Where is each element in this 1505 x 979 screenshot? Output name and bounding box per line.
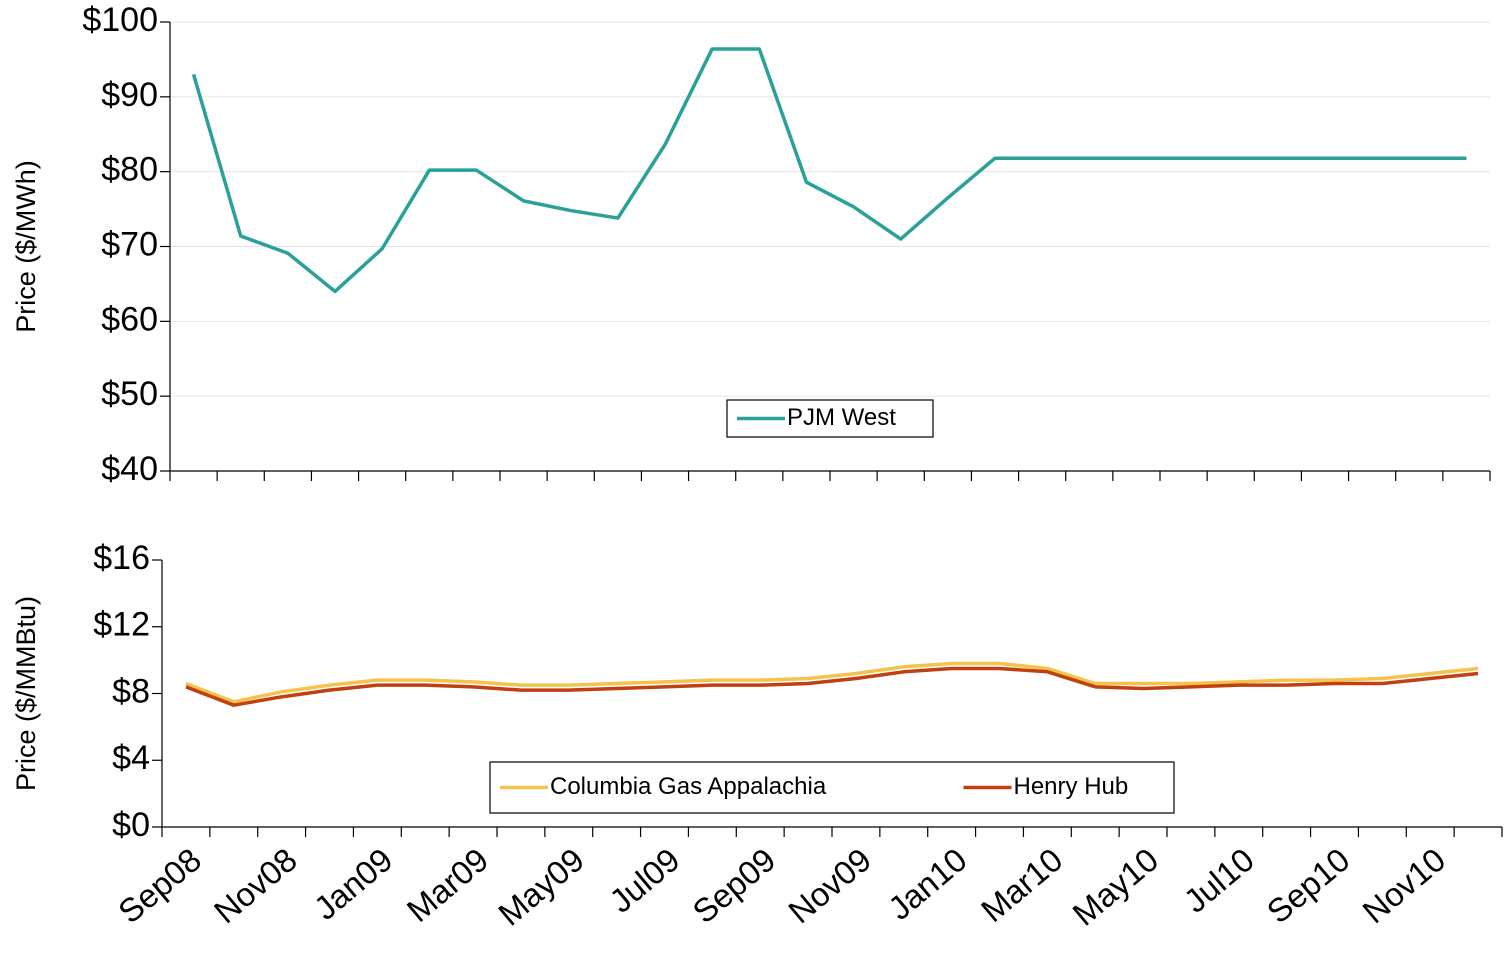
x-tick-label: Mar10 [974, 841, 1069, 929]
x-tick-label: Jul10 [1177, 841, 1261, 920]
y-tick-label: $70 [101, 225, 158, 263]
y-tick-label: $80 [101, 151, 158, 189]
line [185, 666, 1479, 707]
x-tick-label: Nov08 [207, 841, 304, 931]
y-tick-label: $16 [93, 539, 150, 577]
x-tick-label: Jan09 [307, 841, 400, 927]
y-tick-label: $0 [112, 806, 150, 844]
x-tick-label: Sep08 [111, 841, 208, 931]
y-tick-label: $8 [112, 672, 150, 710]
y-tick-label: $60 [101, 300, 158, 338]
legend-box [489, 761, 1175, 814]
y-tick-label: $12 [93, 606, 150, 644]
y-tick-label: $40 [101, 450, 158, 488]
legend-label: PJM West [787, 404, 896, 431]
legend-label: Henry Hub [1014, 773, 1129, 800]
x-tick-label: May09 [491, 841, 591, 933]
y-tick-label: $90 [101, 76, 158, 114]
y-tick-label: $100 [82, 1, 158, 39]
y-tick-label: $4 [112, 739, 150, 777]
y-axis-title: Price ($/MMBtu) [11, 596, 41, 791]
x-tick-label: Mar09 [400, 841, 495, 929]
x-tick-label: May10 [1066, 841, 1166, 933]
x-tick-label: Nov09 [781, 841, 878, 931]
y-axis-title: Price ($/MWh) [11, 160, 41, 333]
y-tick-label: $50 [101, 375, 158, 413]
x-tick-label: Jan10 [881, 841, 974, 927]
line [185, 661, 1479, 704]
x-tick-label: Sep10 [1260, 841, 1357, 931]
line [191, 47, 1467, 294]
x-tick-label: Jul09 [602, 841, 686, 920]
x-tick-label: Nov10 [1355, 841, 1452, 931]
x-tick-label: Sep09 [685, 841, 782, 931]
legend-label: Columbia Gas Appalachia [550, 773, 827, 800]
